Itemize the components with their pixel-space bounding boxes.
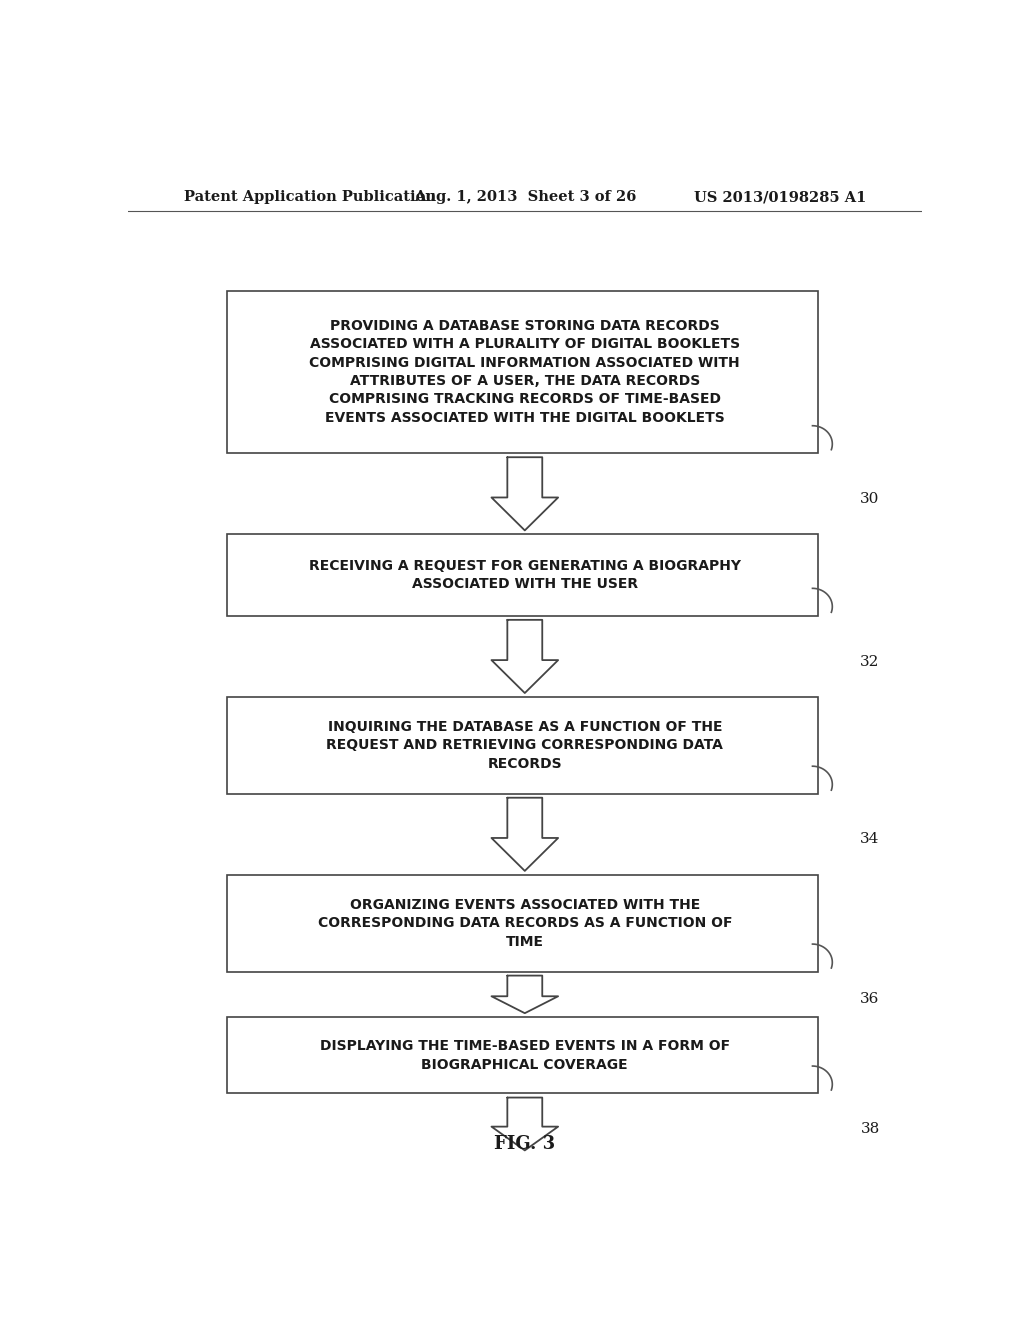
Text: Patent Application Publication: Patent Application Publication [183, 190, 435, 205]
Bar [227, 875, 818, 972]
Text: FIG. 3: FIG. 3 [495, 1135, 555, 1154]
Text: DISPLAYING THE TIME-BASED EVENTS IN A FORM OF
BIOGRAPHICAL COVERAGE: DISPLAYING THE TIME-BASED EVENTS IN A FO… [319, 1039, 730, 1072]
Text: INQUIRING THE DATABASE AS A FUNCTION OF THE
REQUEST AND RETRIEVING CORRESPONDING: INQUIRING THE DATABASE AS A FUNCTION OF … [327, 719, 723, 771]
Text: 30: 30 [860, 492, 880, 506]
Text: 36: 36 [860, 993, 880, 1006]
Text: 32: 32 [860, 655, 880, 668]
Text: Aug. 1, 2013  Sheet 3 of 26: Aug. 1, 2013 Sheet 3 of 26 [414, 190, 636, 205]
Text: US 2013/0198285 A1: US 2013/0198285 A1 [693, 190, 866, 205]
Bar [227, 535, 818, 615]
Text: 38: 38 [860, 1122, 880, 1137]
Bar [227, 290, 818, 453]
Bar [227, 697, 818, 793]
Text: ORGANIZING EVENTS ASSOCIATED WITH THE
CORRESPONDING DATA RECORDS AS A FUNCTION O: ORGANIZING EVENTS ASSOCIATED WITH THE CO… [317, 898, 732, 949]
Text: PROVIDING A DATABASE STORING DATA RECORDS
ASSOCIATED WITH A PLURALITY OF DIGITAL: PROVIDING A DATABASE STORING DATA RECORD… [309, 319, 740, 425]
Text: RECEIVING A REQUEST FOR GENERATING A BIOGRAPHY
ASSOCIATED WITH THE USER: RECEIVING A REQUEST FOR GENERATING A BIO… [309, 558, 740, 591]
Text: 34: 34 [860, 833, 880, 846]
Bar [227, 1018, 818, 1093]
